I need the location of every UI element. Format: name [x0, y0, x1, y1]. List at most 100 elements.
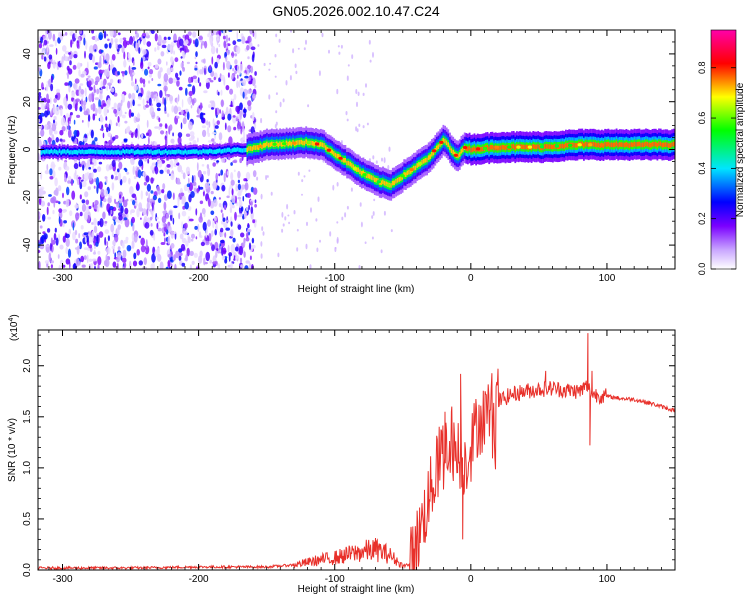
spectrogram-noise-cell — [279, 101, 282, 108]
spectrogram-noise-cell — [234, 70, 237, 75]
spectrogram-noise-cell — [157, 70, 162, 79]
spectrogram-noise-cell — [99, 116, 104, 123]
spectrogram-noise-cell — [38, 249, 41, 254]
spectrogram-noise-cell — [81, 160, 86, 169]
bottom-y-axis-label: SNR (10 * v/v) — [7, 418, 18, 482]
spectrogram-ridge-cell — [581, 141, 584, 147]
spectrogram-noise-cell — [191, 98, 195, 106]
spectrogram-noise-cell — [236, 39, 242, 42]
spectrogram-ridge-cell — [436, 145, 438, 151]
spectrogram-noise-cell — [297, 47, 300, 50]
spectrogram-noise-cell — [70, 178, 74, 186]
spectrogram-noise-cell — [80, 73, 85, 78]
spectrogram-noise-cell — [122, 199, 128, 208]
spectrogram-noise-cell — [295, 70, 298, 75]
spectrogram-noise-cell — [206, 196, 210, 200]
spectrogram-noise-cell — [368, 158, 371, 162]
spectrogram-ridge-cell — [161, 150, 164, 155]
spectrogram-noise-cell — [115, 38, 117, 48]
spectrogram-noise-cell — [110, 58, 113, 66]
spectrogram-noise-cell — [173, 33, 177, 43]
spectrogram-noise-cell — [104, 229, 110, 235]
spectrogram-noise-cell — [355, 89, 358, 94]
spectrogram-noise-cell — [188, 76, 192, 84]
spectrogram-ridge-cell — [561, 143, 564, 149]
spectrogram-noise-cell — [226, 171, 229, 176]
spectrogram-noise-cell — [49, 44, 54, 47]
spectrogram-noise-cell — [160, 242, 166, 245]
spectrogram-ridge-cell — [324, 145, 327, 150]
spectrogram-noise-cell — [185, 108, 189, 112]
spectrogram-noise-cell — [167, 253, 172, 258]
spectrogram-noise-cell — [207, 132, 211, 137]
spectrogram-noise-cell — [98, 99, 101, 109]
spectrogram-noise-cell — [94, 200, 99, 206]
spectrogram-noise-cell — [222, 61, 225, 71]
spectrogram-noise-cell — [245, 260, 250, 264]
spectrogram-noise-cell — [286, 203, 289, 210]
spectrogram-noise-cell — [308, 169, 311, 172]
spectrogram-noise-cell — [93, 217, 97, 226]
spectrogram-ridge-cell — [584, 141, 587, 147]
spectrogram-ridge-cell — [610, 142, 613, 148]
spectrogram-ridge-cell — [604, 141, 606, 147]
spectrogram-noise-cell — [244, 265, 249, 269]
spectrogram-noise-cell — [290, 30, 292, 33]
spectrogram-noise-cell — [98, 106, 102, 115]
spectrogram-noise-cell — [218, 43, 221, 48]
spectrogram-noise-cell — [188, 177, 190, 184]
spectrogram-ridge-cell — [372, 175, 375, 181]
spectrogram-ridge-cell — [522, 144, 525, 150]
spectrogram-noise-cell — [58, 264, 62, 269]
spectrogram-ridge-cell — [246, 147, 249, 153]
spectrogram-ridge-cell — [68, 150, 71, 155]
spectrogram-noise-cell — [74, 169, 77, 176]
spectrogram-noise-cell — [129, 186, 134, 195]
spectrogram-ridge-cell — [609, 142, 611, 148]
spectrogram-noise-cell — [84, 87, 87, 97]
spectrogram-noise-cell — [197, 106, 200, 115]
spectrogram-ridge-cell — [493, 145, 495, 151]
spectrogram-ridge-cell — [661, 142, 664, 148]
spectrogram-noise-cell — [67, 123, 70, 130]
spectrogram-noise-cell — [76, 62, 81, 70]
spectrogram-noise-cell — [186, 49, 190, 53]
spectrogram-noise-cell — [195, 51, 198, 58]
spectrogram-noise-cell — [143, 215, 148, 224]
spectrogram-noise-cell — [240, 232, 245, 238]
spectrogram-noise-cell — [344, 212, 347, 218]
spectrogram-noise-cell — [223, 222, 228, 229]
spectrogram-noise-cell — [243, 108, 247, 113]
spectrogram-noise-cell — [303, 175, 306, 178]
spectrogram-ridge-cell — [81, 149, 84, 154]
spectrogram-peak-cell — [439, 140, 444, 144]
spectrogram-ridge-cell — [266, 141, 268, 147]
spectrogram-noise-cell — [148, 97, 152, 106]
spectrogram-noise-cell — [159, 169, 164, 174]
spectrogram-noise-cell — [175, 72, 179, 79]
spectrogram-noise-cell — [142, 171, 146, 176]
colorbar-frame — [710, 29, 737, 270]
spectrogram-peak-cell — [326, 148, 332, 152]
spectrogram-noise-cell — [383, 157, 386, 164]
spectrogram-noise-cell — [296, 228, 299, 232]
spectrogram-noise-cell — [131, 240, 135, 249]
spectrogram-noise-cell — [235, 255, 240, 261]
x-tick-label: -100 — [325, 574, 345, 585]
spectrogram-noise-cell — [164, 237, 166, 243]
spectrogram-noise-cell — [91, 222, 94, 225]
spectrogram-noise-cell — [111, 159, 116, 168]
spectrogram-noise-cell — [99, 74, 102, 80]
spectrogram-ridge-cell — [166, 150, 169, 155]
colorbar-label: Normalized spectral amplitude — [735, 82, 746, 217]
spectrogram-noise-cell — [58, 216, 61, 225]
spectrogram-noise-cell — [215, 221, 218, 230]
spectrogram-noise-cell — [52, 104, 56, 114]
y-tick-label: 40 — [22, 48, 33, 60]
spectrogram-ridge-cell — [331, 149, 334, 155]
spectrogram-noise-cell — [220, 99, 224, 108]
spectrogram-ridge-cell — [228, 147, 231, 152]
spectrogram-noise-cell — [210, 242, 213, 247]
spectrogram-noise-cell — [101, 86, 106, 89]
